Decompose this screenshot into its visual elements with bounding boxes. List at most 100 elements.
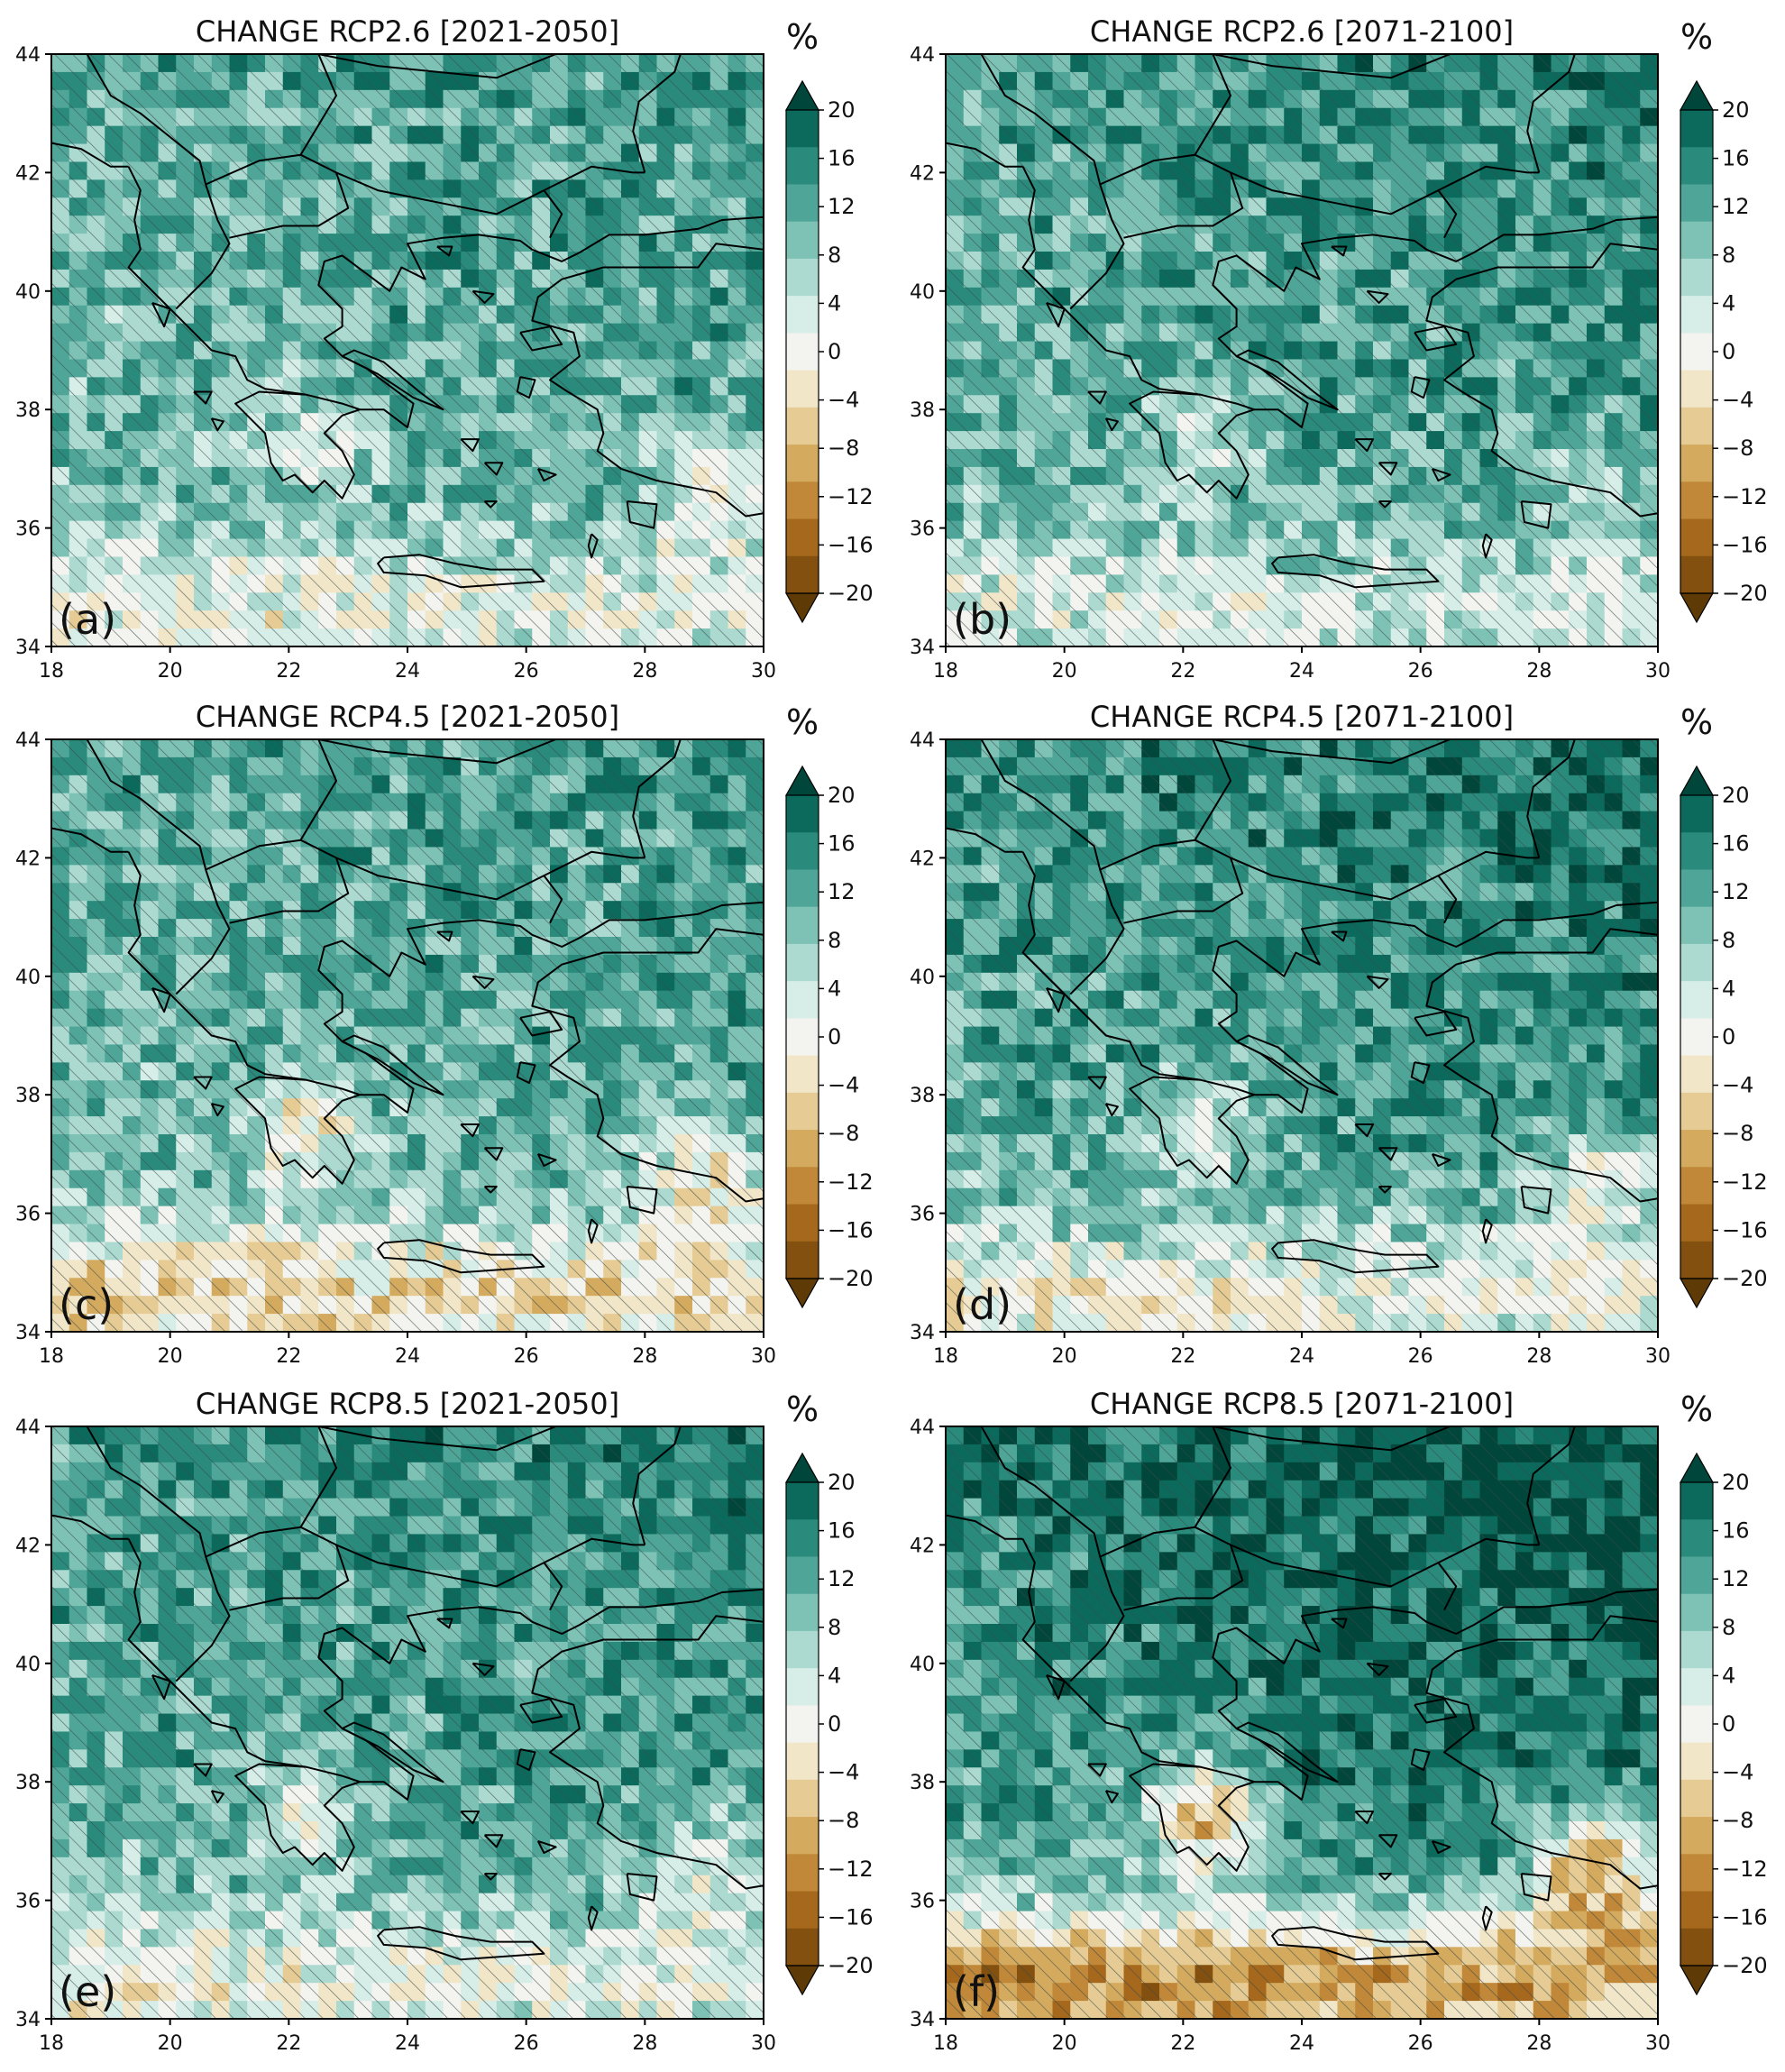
coastline <box>460 1123 480 1138</box>
colorbar-segment <box>786 1055 819 1094</box>
coastline <box>519 325 563 352</box>
y-tick-label: 38 <box>15 399 41 422</box>
colorbar-segment <box>786 184 819 223</box>
x-tick-label: 20 <box>1052 660 1077 683</box>
map-panel-b: CHANGE RCP2.6 [2071-2100]18 20 22 24 26 28 303… <box>910 14 1768 683</box>
x-tick-label: 22 <box>1170 660 1195 683</box>
colorbar-segment <box>786 906 819 945</box>
y-tick-label: 42 <box>15 162 41 185</box>
coastline <box>1431 467 1451 481</box>
coastline <box>436 245 453 257</box>
coastline <box>1526 54 1576 173</box>
colorbar-tick-label: −20 <box>828 581 874 606</box>
colorbar-tick-label: 0 <box>828 1024 841 1050</box>
colorbar-tick-label: −8 <box>1722 435 1753 461</box>
colorbar-tick-label: 4 <box>1722 290 1735 316</box>
colorbar-segment <box>1680 184 1713 223</box>
colorbar-tick-label: 20 <box>828 783 856 808</box>
colorbar-tick-label: 8 <box>1722 243 1735 268</box>
colorbar-extend-min <box>784 1278 820 1309</box>
colorbar-segment <box>786 296 819 334</box>
colorbar-tick-label: 4 <box>828 290 841 316</box>
colorbar-tick-label: −12 <box>828 484 874 509</box>
coastline <box>318 739 556 765</box>
coastline <box>1331 245 1348 257</box>
colorbar-extend-min <box>1679 592 1715 624</box>
coastline <box>151 986 171 1013</box>
coastline <box>1021 166 1256 500</box>
colorbar-tick-label: −8 <box>828 1121 859 1146</box>
colorbar-segment <box>1680 333 1713 371</box>
colorbar-tick-label: −20 <box>828 1266 874 1291</box>
colorbar-segment <box>1680 258 1713 297</box>
coastline <box>1271 554 1440 589</box>
coastlines <box>51 739 764 1274</box>
coastline <box>483 1186 498 1194</box>
y-tick-label: 34 <box>15 1322 41 1344</box>
colorbar-segment <box>786 518 819 557</box>
colorbar-segment <box>786 1018 819 1057</box>
coastline <box>1410 376 1431 399</box>
colorbar-segment <box>786 943 819 982</box>
coastline <box>299 54 337 156</box>
coastline <box>1366 289 1389 304</box>
panel-label: (c) <box>59 1280 114 1329</box>
coastline <box>587 533 599 559</box>
y-tick-label: 38 <box>910 399 935 422</box>
colorbar-tick-label: 12 <box>1722 194 1750 219</box>
colorbar-segment <box>786 832 819 870</box>
colorbar-segment <box>786 555 819 594</box>
coastline <box>483 500 498 509</box>
colorbar-tick-label: −20 <box>1722 581 1768 606</box>
y-tick-label: 34 <box>910 637 935 659</box>
colorbar-segment <box>786 258 819 297</box>
coastline <box>1213 54 1451 79</box>
colorbar-extend-min <box>784 592 820 624</box>
coastline <box>1104 417 1119 432</box>
x-tick-label: 30 <box>1645 660 1671 683</box>
coastline <box>1414 325 1458 352</box>
y-tick-label: 40 <box>15 281 41 304</box>
coastline <box>460 438 480 453</box>
y-tick-label: 40 <box>15 967 41 989</box>
coastline <box>1481 533 1493 559</box>
colorbar-extend-max <box>784 79 820 111</box>
map-panel-d: CHANGE RCP4.5 [2071-2100]18 20 22 24 26 28 303… <box>910 700 1768 1368</box>
x-tick-label: 20 <box>158 1345 183 1368</box>
colorbar-segment <box>1680 147 1713 185</box>
coastline <box>1354 438 1374 453</box>
colorbar-unit: % <box>786 17 819 57</box>
coastline <box>127 851 362 1185</box>
colorbar-tick-label: −16 <box>1722 532 1768 557</box>
coastline <box>536 1152 557 1167</box>
colorbar-extend-max <box>1679 79 1715 111</box>
coastline <box>1378 500 1392 509</box>
y-tick-label: 36 <box>15 1204 41 1226</box>
map-panel-c: CHANGE RCP4.5 [2021-2050]18 20 22 24 26 28 303… <box>15 700 874 1368</box>
coastline <box>516 1061 536 1085</box>
colorbar-extend-max <box>784 765 820 796</box>
coastline <box>1099 153 1244 239</box>
panel-label: (a) <box>59 595 116 644</box>
colorbar-tick-label: 0 <box>1722 339 1735 364</box>
panel-label: (b) <box>953 595 1012 644</box>
panel-title: CHANGE RCP2.6 [2021-2050] <box>196 14 619 49</box>
colorbar-segment <box>786 445 819 482</box>
coastline <box>335 857 563 924</box>
colorbar-tick-label: −4 <box>828 388 859 413</box>
coastline <box>377 554 545 589</box>
x-tick-label: 26 <box>1408 660 1433 683</box>
colorbar-tick-label: −16 <box>828 1217 874 1242</box>
colorbar-segment <box>786 333 819 371</box>
coastline <box>193 1076 213 1090</box>
coastline <box>299 739 337 841</box>
coastline <box>471 289 495 304</box>
colorbar-segment <box>1680 481 1713 520</box>
coastline <box>626 1186 658 1215</box>
colorbar-segment <box>786 1130 819 1168</box>
colorbar-segment <box>786 1204 819 1242</box>
colorbar-segment <box>786 1241 819 1279</box>
coastline <box>1437 165 1540 191</box>
colorbar-tick-label: 16 <box>828 146 856 171</box>
